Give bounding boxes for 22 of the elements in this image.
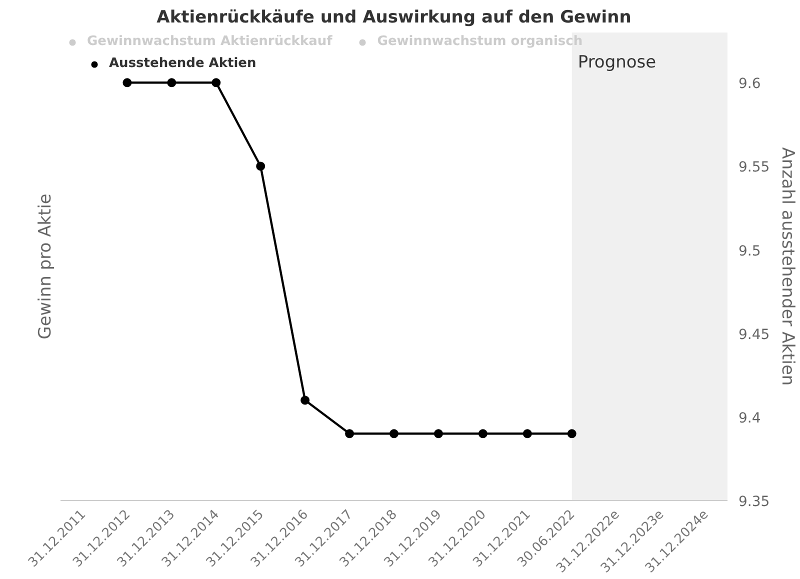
y2-tick-label: 9.35 [738,494,770,510]
legend-label: Ausstehende Aktien [109,56,256,71]
point [478,429,488,438]
y2-tick-label: 9.4 [738,410,761,426]
point [122,78,132,88]
y-axis-title: Gewinn pro Aktie [36,194,56,340]
point [345,429,354,438]
y2-tick-label: 9.5 [738,243,761,260]
y2-tick-label: 9.55 [738,160,770,176]
point [390,429,398,438]
band-label: Prognose [578,52,656,72]
point [256,162,266,171]
y2-axis-title: Anzahl ausstehender Aktien [778,147,798,386]
y2-tick-label: 9.45 [738,326,770,343]
point [212,78,221,88]
point [300,396,310,405]
chart-title: Aktienrückkäufe und Auswirkung auf den Gewinn [156,8,632,28]
y2-tick-label: 9.6 [738,76,761,92]
point [167,78,176,88]
point [434,429,443,438]
point [522,429,532,438]
point [567,429,576,438]
